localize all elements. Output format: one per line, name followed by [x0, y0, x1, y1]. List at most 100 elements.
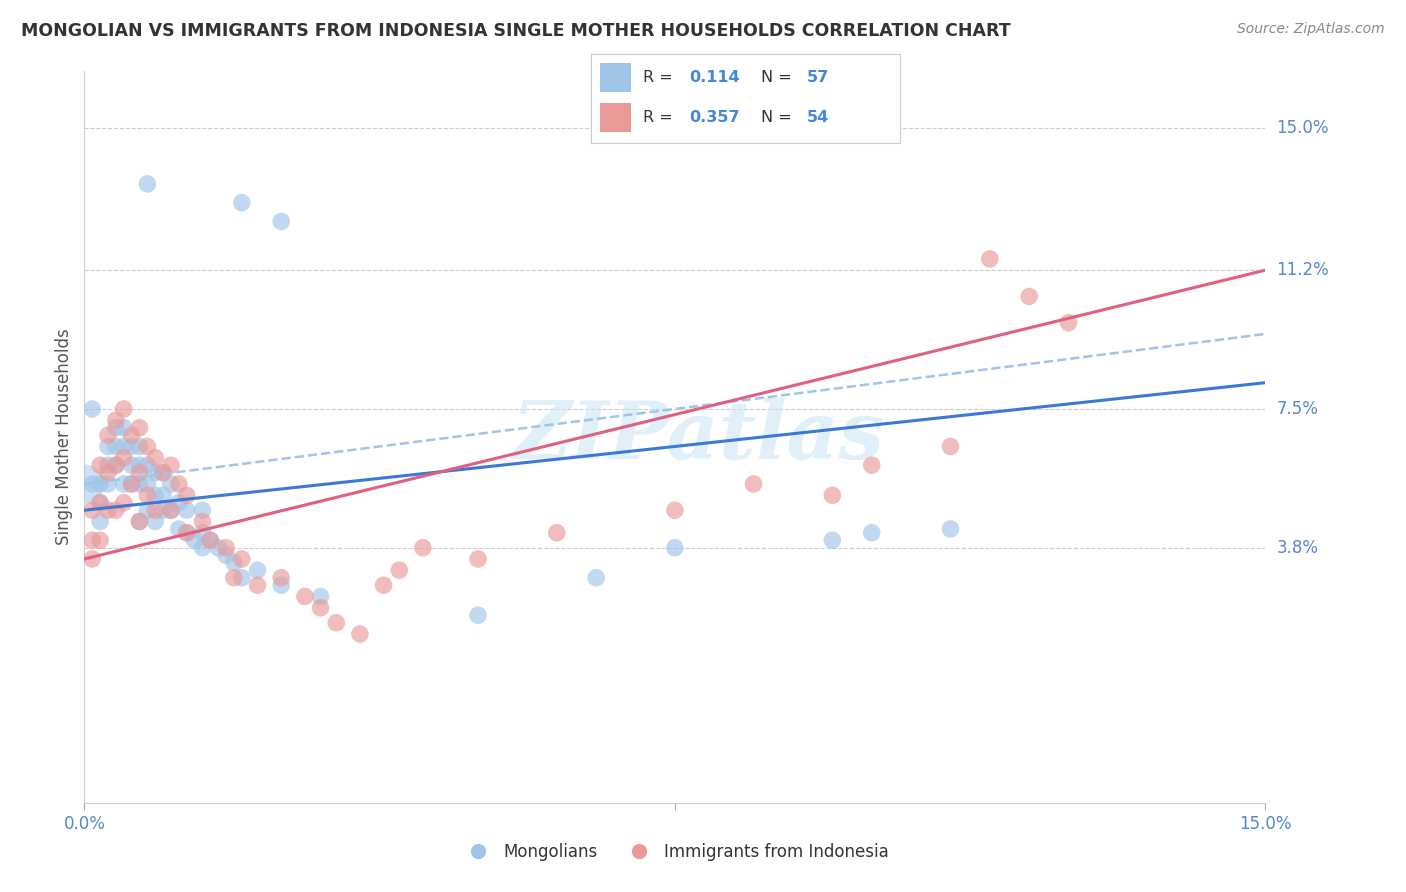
Point	[128, 440, 150, 454]
Point	[294, 590, 316, 604]
Legend: Mongolians, Immigrants from Indonesia: Mongolians, Immigrants from Indonesia	[454, 837, 896, 868]
Point	[167, 477, 190, 491]
Point	[89, 458, 111, 473]
Point	[112, 496, 135, 510]
Point	[821, 488, 844, 502]
Point	[128, 466, 150, 480]
Point	[104, 413, 127, 427]
Point	[152, 466, 174, 480]
Point	[821, 533, 844, 548]
Point	[207, 541, 229, 555]
Point	[97, 503, 120, 517]
Point	[373, 578, 395, 592]
Text: N =: N =	[761, 111, 797, 125]
Point	[104, 458, 127, 473]
Text: Source: ZipAtlas.com: Source: ZipAtlas.com	[1237, 22, 1385, 37]
Text: 3.8%: 3.8%	[1277, 539, 1319, 557]
Point	[97, 466, 120, 480]
Text: 54: 54	[807, 111, 830, 125]
Point	[128, 420, 150, 434]
Point	[309, 590, 332, 604]
Point	[136, 488, 159, 502]
Point	[143, 503, 166, 517]
Text: R =: R =	[643, 111, 678, 125]
Text: 15.0%: 15.0%	[1277, 119, 1329, 136]
Point	[231, 571, 253, 585]
Point	[270, 571, 292, 585]
Point	[325, 615, 347, 630]
Text: 0.357: 0.357	[689, 111, 740, 125]
Point	[121, 477, 143, 491]
Point	[160, 503, 183, 517]
Point	[112, 420, 135, 434]
Point	[191, 503, 214, 517]
Point	[979, 252, 1001, 266]
Point	[231, 195, 253, 210]
Point	[89, 533, 111, 548]
Text: 0.114: 0.114	[689, 70, 740, 85]
Point	[128, 515, 150, 529]
Point	[82, 533, 104, 548]
Text: ZIPatlas: ZIPatlas	[512, 399, 884, 475]
Text: N =: N =	[761, 70, 797, 85]
Point	[349, 627, 371, 641]
Point	[246, 578, 269, 592]
Point	[104, 458, 127, 473]
Point	[89, 477, 111, 491]
Point	[136, 503, 159, 517]
Point	[222, 571, 245, 585]
Point	[176, 488, 198, 502]
Point	[160, 458, 183, 473]
Point	[939, 440, 962, 454]
Point	[89, 496, 111, 510]
Point	[939, 522, 962, 536]
Point	[128, 458, 150, 473]
Point	[191, 541, 214, 555]
Point	[104, 503, 127, 517]
Point	[200, 533, 222, 548]
Point	[664, 503, 686, 517]
Point	[160, 477, 183, 491]
Point	[121, 477, 143, 491]
Point	[152, 503, 174, 517]
Point	[176, 503, 198, 517]
Point	[860, 458, 883, 473]
Point	[136, 458, 159, 473]
Point	[152, 488, 174, 502]
Point	[270, 214, 292, 228]
Point	[82, 503, 104, 517]
Point	[121, 458, 143, 473]
Y-axis label: Single Mother Households: Single Mother Households	[55, 329, 73, 545]
Point	[742, 477, 765, 491]
Point	[231, 552, 253, 566]
Point	[467, 552, 489, 566]
Point	[860, 525, 883, 540]
Point	[82, 552, 104, 566]
Point	[176, 525, 198, 540]
Point	[104, 420, 127, 434]
Point	[136, 440, 159, 454]
Point	[112, 401, 135, 416]
Point	[97, 428, 120, 442]
Point	[167, 522, 190, 536]
Text: 11.2%: 11.2%	[1277, 261, 1329, 279]
Point	[143, 466, 166, 480]
Point	[246, 563, 269, 577]
Point	[73, 477, 96, 491]
Text: R =: R =	[643, 70, 678, 85]
Point	[128, 515, 150, 529]
Point	[200, 533, 222, 548]
Point	[167, 496, 190, 510]
Point	[160, 503, 183, 517]
Point	[82, 477, 104, 491]
Text: 57: 57	[807, 70, 830, 85]
Point	[112, 477, 135, 491]
Point	[1057, 316, 1080, 330]
Point	[89, 515, 111, 529]
Point	[183, 533, 205, 548]
Point	[1018, 289, 1040, 303]
Point	[152, 466, 174, 480]
Point	[191, 525, 214, 540]
Point	[215, 541, 238, 555]
Point	[585, 571, 607, 585]
